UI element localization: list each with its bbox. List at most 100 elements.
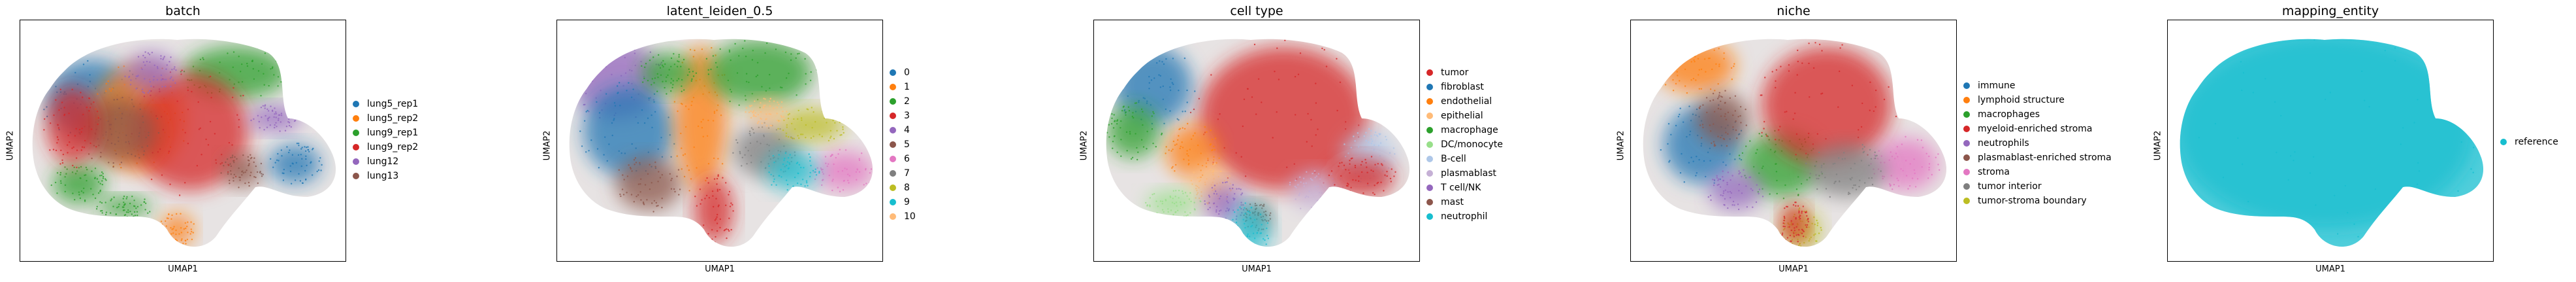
scatter-point bbox=[1175, 202, 1178, 203]
scatter-point bbox=[752, 128, 754, 130]
scatter-point bbox=[598, 167, 600, 169]
scatter-point bbox=[1793, 232, 1795, 234]
scatter-point bbox=[1253, 238, 1256, 239]
scatter-point bbox=[267, 117, 270, 119]
scatter-point bbox=[1765, 133, 1767, 135]
scatter-point bbox=[109, 128, 112, 130]
scatter-point bbox=[1825, 138, 1827, 140]
scatter-point bbox=[835, 156, 837, 159]
scatter-point bbox=[1212, 138, 1214, 141]
scatter-point bbox=[1784, 207, 1786, 209]
scatter-point bbox=[1389, 152, 1391, 154]
scatter-point bbox=[1216, 193, 1218, 195]
scatter-point bbox=[703, 239, 705, 242]
scatter-point bbox=[1299, 176, 1301, 178]
legend-item: 9 bbox=[890, 195, 916, 209]
scatter-point bbox=[1733, 63, 1735, 65]
scatter-point bbox=[1916, 178, 1919, 180]
scatter-point bbox=[1854, 162, 1856, 165]
scatter-point bbox=[1794, 230, 1795, 232]
scatter-point bbox=[156, 66, 159, 68]
scatter-point bbox=[1738, 183, 1740, 186]
scatter-point bbox=[1352, 179, 1354, 181]
scatter-point bbox=[1752, 206, 1754, 208]
scatter-point bbox=[1858, 186, 1860, 188]
scatter-point bbox=[1214, 190, 1217, 192]
scatter-point bbox=[1867, 192, 1869, 194]
scatter-point bbox=[1214, 149, 1216, 151]
scatter-point bbox=[127, 209, 129, 211]
scatter-point bbox=[1880, 170, 1882, 172]
scatter-point bbox=[301, 158, 303, 160]
scatter-point bbox=[1315, 175, 1317, 177]
scatter-point bbox=[59, 173, 61, 176]
scatter-point bbox=[1169, 110, 1171, 112]
scatter-point bbox=[1327, 198, 1329, 200]
scatter-point bbox=[143, 92, 145, 94]
scatter-point bbox=[91, 170, 93, 172]
scatter-point bbox=[227, 158, 229, 160]
scatter-point bbox=[804, 58, 806, 60]
scatter-point bbox=[661, 198, 663, 200]
scatter-point bbox=[577, 54, 579, 57]
scatter-point bbox=[1211, 186, 1214, 189]
scatter-point bbox=[672, 84, 674, 86]
scatter-point bbox=[135, 207, 137, 209]
scatter-point bbox=[839, 149, 841, 150]
scatter-point bbox=[764, 104, 766, 107]
scatter-point bbox=[1689, 130, 1692, 132]
scatter-point bbox=[1816, 177, 1818, 180]
scatter-point bbox=[1799, 243, 1801, 245]
scatter-point bbox=[1755, 201, 1758, 203]
scatter-point bbox=[1690, 43, 1692, 44]
legend-marker bbox=[890, 84, 896, 90]
scatter-point bbox=[1239, 206, 1241, 208]
scatter-point bbox=[180, 71, 182, 73]
scatter-point bbox=[108, 162, 110, 164]
scatter-point bbox=[837, 171, 839, 173]
scatter-point bbox=[1797, 194, 1799, 196]
scatter-point bbox=[1725, 132, 1727, 133]
scatter-point bbox=[1140, 139, 1143, 141]
scatter-point bbox=[1174, 196, 1176, 198]
scatter-point bbox=[97, 123, 99, 126]
legend-label: 5 bbox=[904, 139, 910, 150]
scatter-point bbox=[102, 173, 104, 175]
scatter-point bbox=[163, 79, 165, 80]
scatter-point bbox=[1718, 94, 1720, 96]
scatter-point bbox=[269, 124, 271, 126]
scatter-point bbox=[1686, 92, 1688, 94]
scatter-point bbox=[1720, 145, 1723, 147]
scatter-point bbox=[1897, 156, 1899, 158]
scatter-point bbox=[1805, 211, 1807, 214]
scatter-point bbox=[248, 185, 250, 187]
scatter-point bbox=[1320, 200, 1322, 202]
legend-item: 10 bbox=[890, 209, 916, 224]
scatter-point bbox=[813, 135, 814, 137]
scatter-point bbox=[229, 183, 231, 185]
scatter-point bbox=[199, 58, 202, 61]
scatter-point bbox=[1806, 179, 1808, 181]
scatter-point bbox=[708, 92, 710, 94]
scatter-point bbox=[760, 143, 762, 145]
scatter-point bbox=[804, 185, 806, 187]
scatter-point bbox=[847, 173, 849, 175]
scatter-point bbox=[598, 112, 601, 114]
legend-marker bbox=[890, 113, 896, 119]
scatter-point bbox=[59, 180, 62, 182]
scatter-point bbox=[142, 54, 144, 57]
scatter-point bbox=[1180, 201, 1182, 203]
scatter-point bbox=[805, 73, 807, 75]
scatter-point bbox=[750, 116, 752, 119]
scatter-point bbox=[1355, 196, 1358, 198]
scatter-point bbox=[1227, 202, 1229, 203]
scatter-point bbox=[1790, 220, 1792, 222]
legend-marker bbox=[1963, 154, 1970, 161]
scatter-point bbox=[606, 160, 608, 162]
scatter-point bbox=[118, 140, 120, 142]
scatter-point bbox=[763, 135, 765, 137]
scatter-point bbox=[752, 113, 755, 116]
scatter-point bbox=[673, 53, 675, 55]
scatter-point bbox=[705, 194, 708, 197]
scatter-point bbox=[775, 129, 778, 131]
